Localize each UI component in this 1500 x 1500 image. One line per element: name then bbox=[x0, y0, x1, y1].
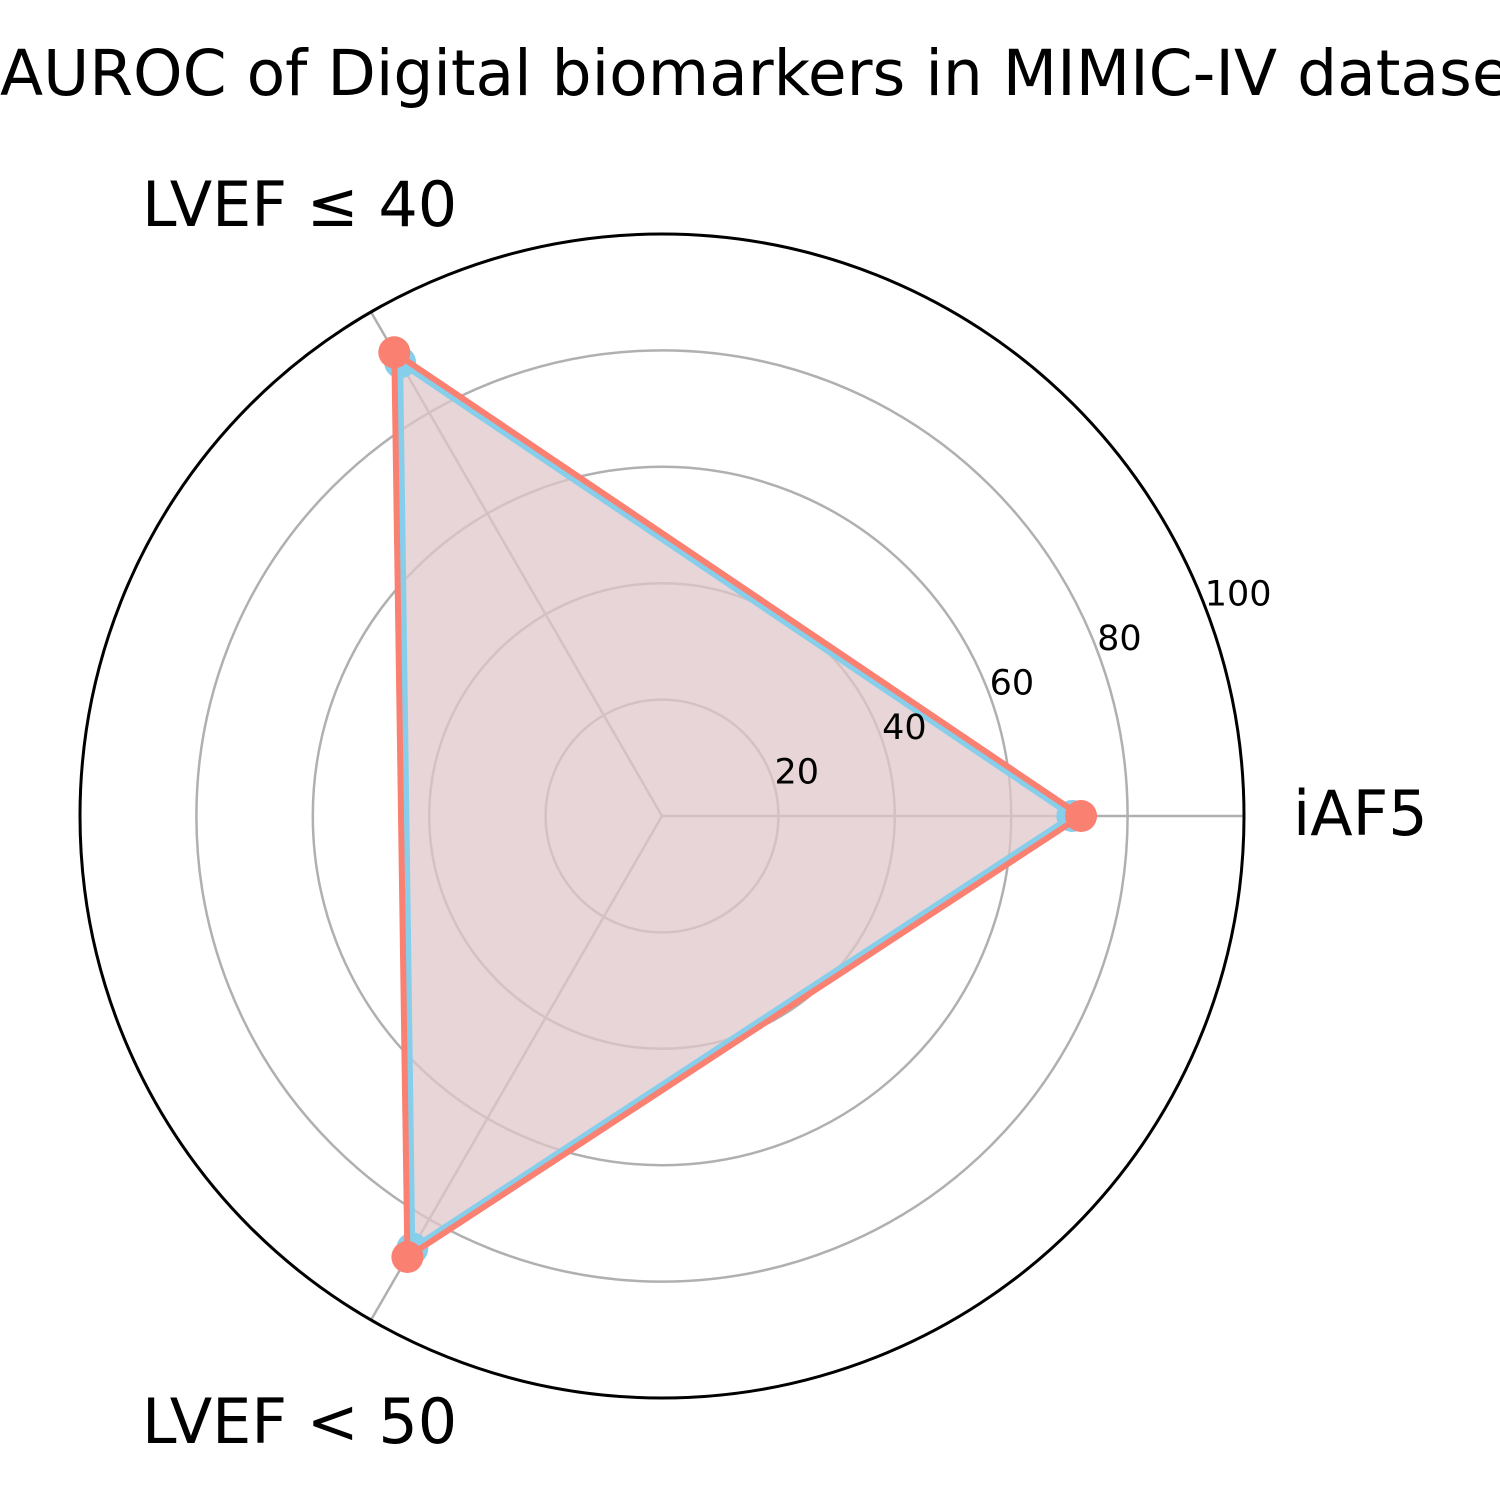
tick-label-100: 100 bbox=[1205, 574, 1272, 614]
axis-label-1: LVEF ≤ 40 bbox=[142, 168, 457, 241]
axis-label-0: iAF5 bbox=[1293, 777, 1428, 850]
series-1-point-0 bbox=[1065, 800, 1098, 832]
series-1-point-2 bbox=[391, 1241, 424, 1274]
series-0-line bbox=[397, 359, 1076, 1252]
axis-label-2: LVEF < 50 bbox=[142, 1385, 457, 1458]
series-1-point-1 bbox=[378, 336, 411, 369]
tick-label-80: 80 bbox=[1097, 619, 1142, 659]
fill-layer bbox=[394, 352, 1081, 1257]
series-1-line bbox=[391, 349, 1084, 1260]
axis-labels: iAF5 LVEF ≤ 40 LVEF < 50 bbox=[142, 168, 1428, 1458]
outer-frame bbox=[78, 232, 1246, 1400]
series-layer bbox=[378, 336, 1098, 1274]
tick-label-60: 60 bbox=[990, 663, 1035, 703]
tick-labels: 20 40 60 80 100 bbox=[775, 574, 1272, 792]
series-1-area bbox=[394, 352, 1081, 1257]
chart-title: AUROC of Digital biomarkers in MIMIC-IV … bbox=[0, 37, 1500, 110]
tick-label-40: 40 bbox=[882, 708, 927, 748]
tick-label-20: 20 bbox=[775, 752, 820, 792]
